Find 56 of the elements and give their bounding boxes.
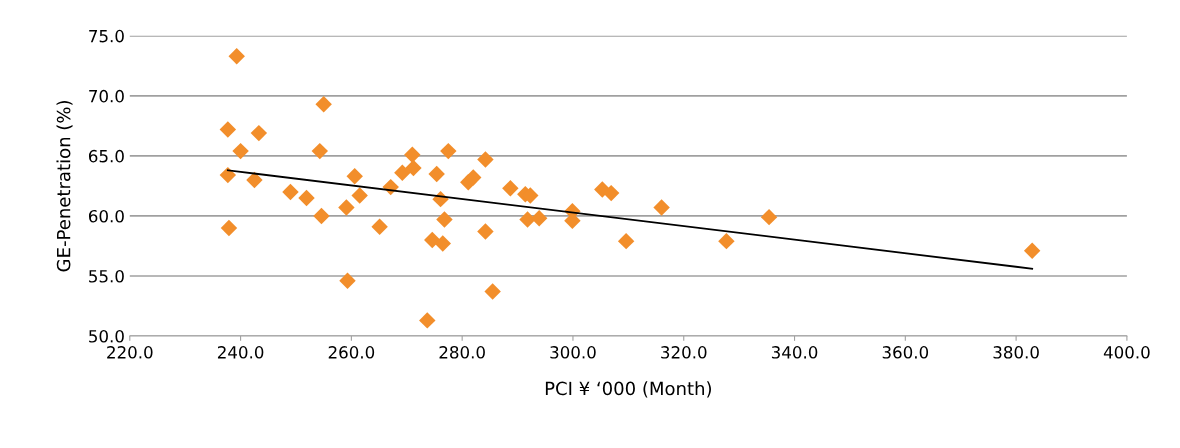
point [246, 171, 263, 189]
point [477, 151, 494, 168]
point [228, 48, 245, 65]
y-axis-title: GE-Penetration (%) [56, 101, 73, 272]
point [465, 169, 482, 186]
point [477, 223, 494, 240]
x-tick-label: 380.0 [993, 346, 1039, 359]
x-tick-label: 220.0 [107, 346, 153, 359]
y-tick-label: 60.0 [88, 209, 124, 223]
point [282, 183, 299, 201]
point [220, 219, 238, 237]
point [311, 142, 329, 160]
point [440, 142, 457, 160]
point [250, 124, 268, 142]
point [484, 283, 501, 300]
point [653, 199, 670, 216]
point [530, 210, 548, 227]
point [436, 211, 453, 228]
point [428, 165, 445, 183]
x-tick-label: 260.0 [328, 346, 375, 359]
x-tick-label: 320.0 [661, 346, 707, 359]
point [419, 312, 436, 329]
y-tick-label: 50.0 [89, 329, 124, 343]
y-tick-label: 65.0 [88, 149, 124, 163]
point [502, 180, 519, 197]
y-tick-label: 70.0 [89, 89, 124, 103]
point [232, 142, 249, 160]
point [718, 232, 735, 250]
point [394, 164, 411, 181]
y-tick-label: 55.0 [89, 269, 124, 283]
point [338, 199, 355, 216]
point [351, 187, 368, 204]
x-tick-label: 280.0 [439, 346, 485, 359]
point [298, 189, 315, 207]
point [405, 159, 422, 177]
y-tick-label: 75.0 [89, 29, 124, 43]
x-tick-label: 400.0 [1103, 346, 1150, 359]
point [371, 218, 388, 235]
x-tick-label: 240.0 [217, 346, 264, 359]
x-axis-title: PCI ¥ ‘000 (Month) [545, 381, 711, 398]
point [315, 96, 332, 113]
point [313, 207, 330, 225]
x-tick-label: 300.0 [550, 346, 596, 359]
point [339, 272, 356, 289]
point [1023, 242, 1041, 259]
point [424, 231, 441, 249]
point [519, 211, 536, 228]
x-tick-label: 360.0 [882, 346, 929, 359]
point [434, 235, 451, 252]
point [760, 208, 778, 226]
point [404, 146, 421, 163]
point [617, 232, 635, 250]
point [219, 121, 237, 138]
point [346, 168, 363, 185]
x-tick-label: 340.0 [771, 346, 818, 359]
point [219, 166, 237, 184]
